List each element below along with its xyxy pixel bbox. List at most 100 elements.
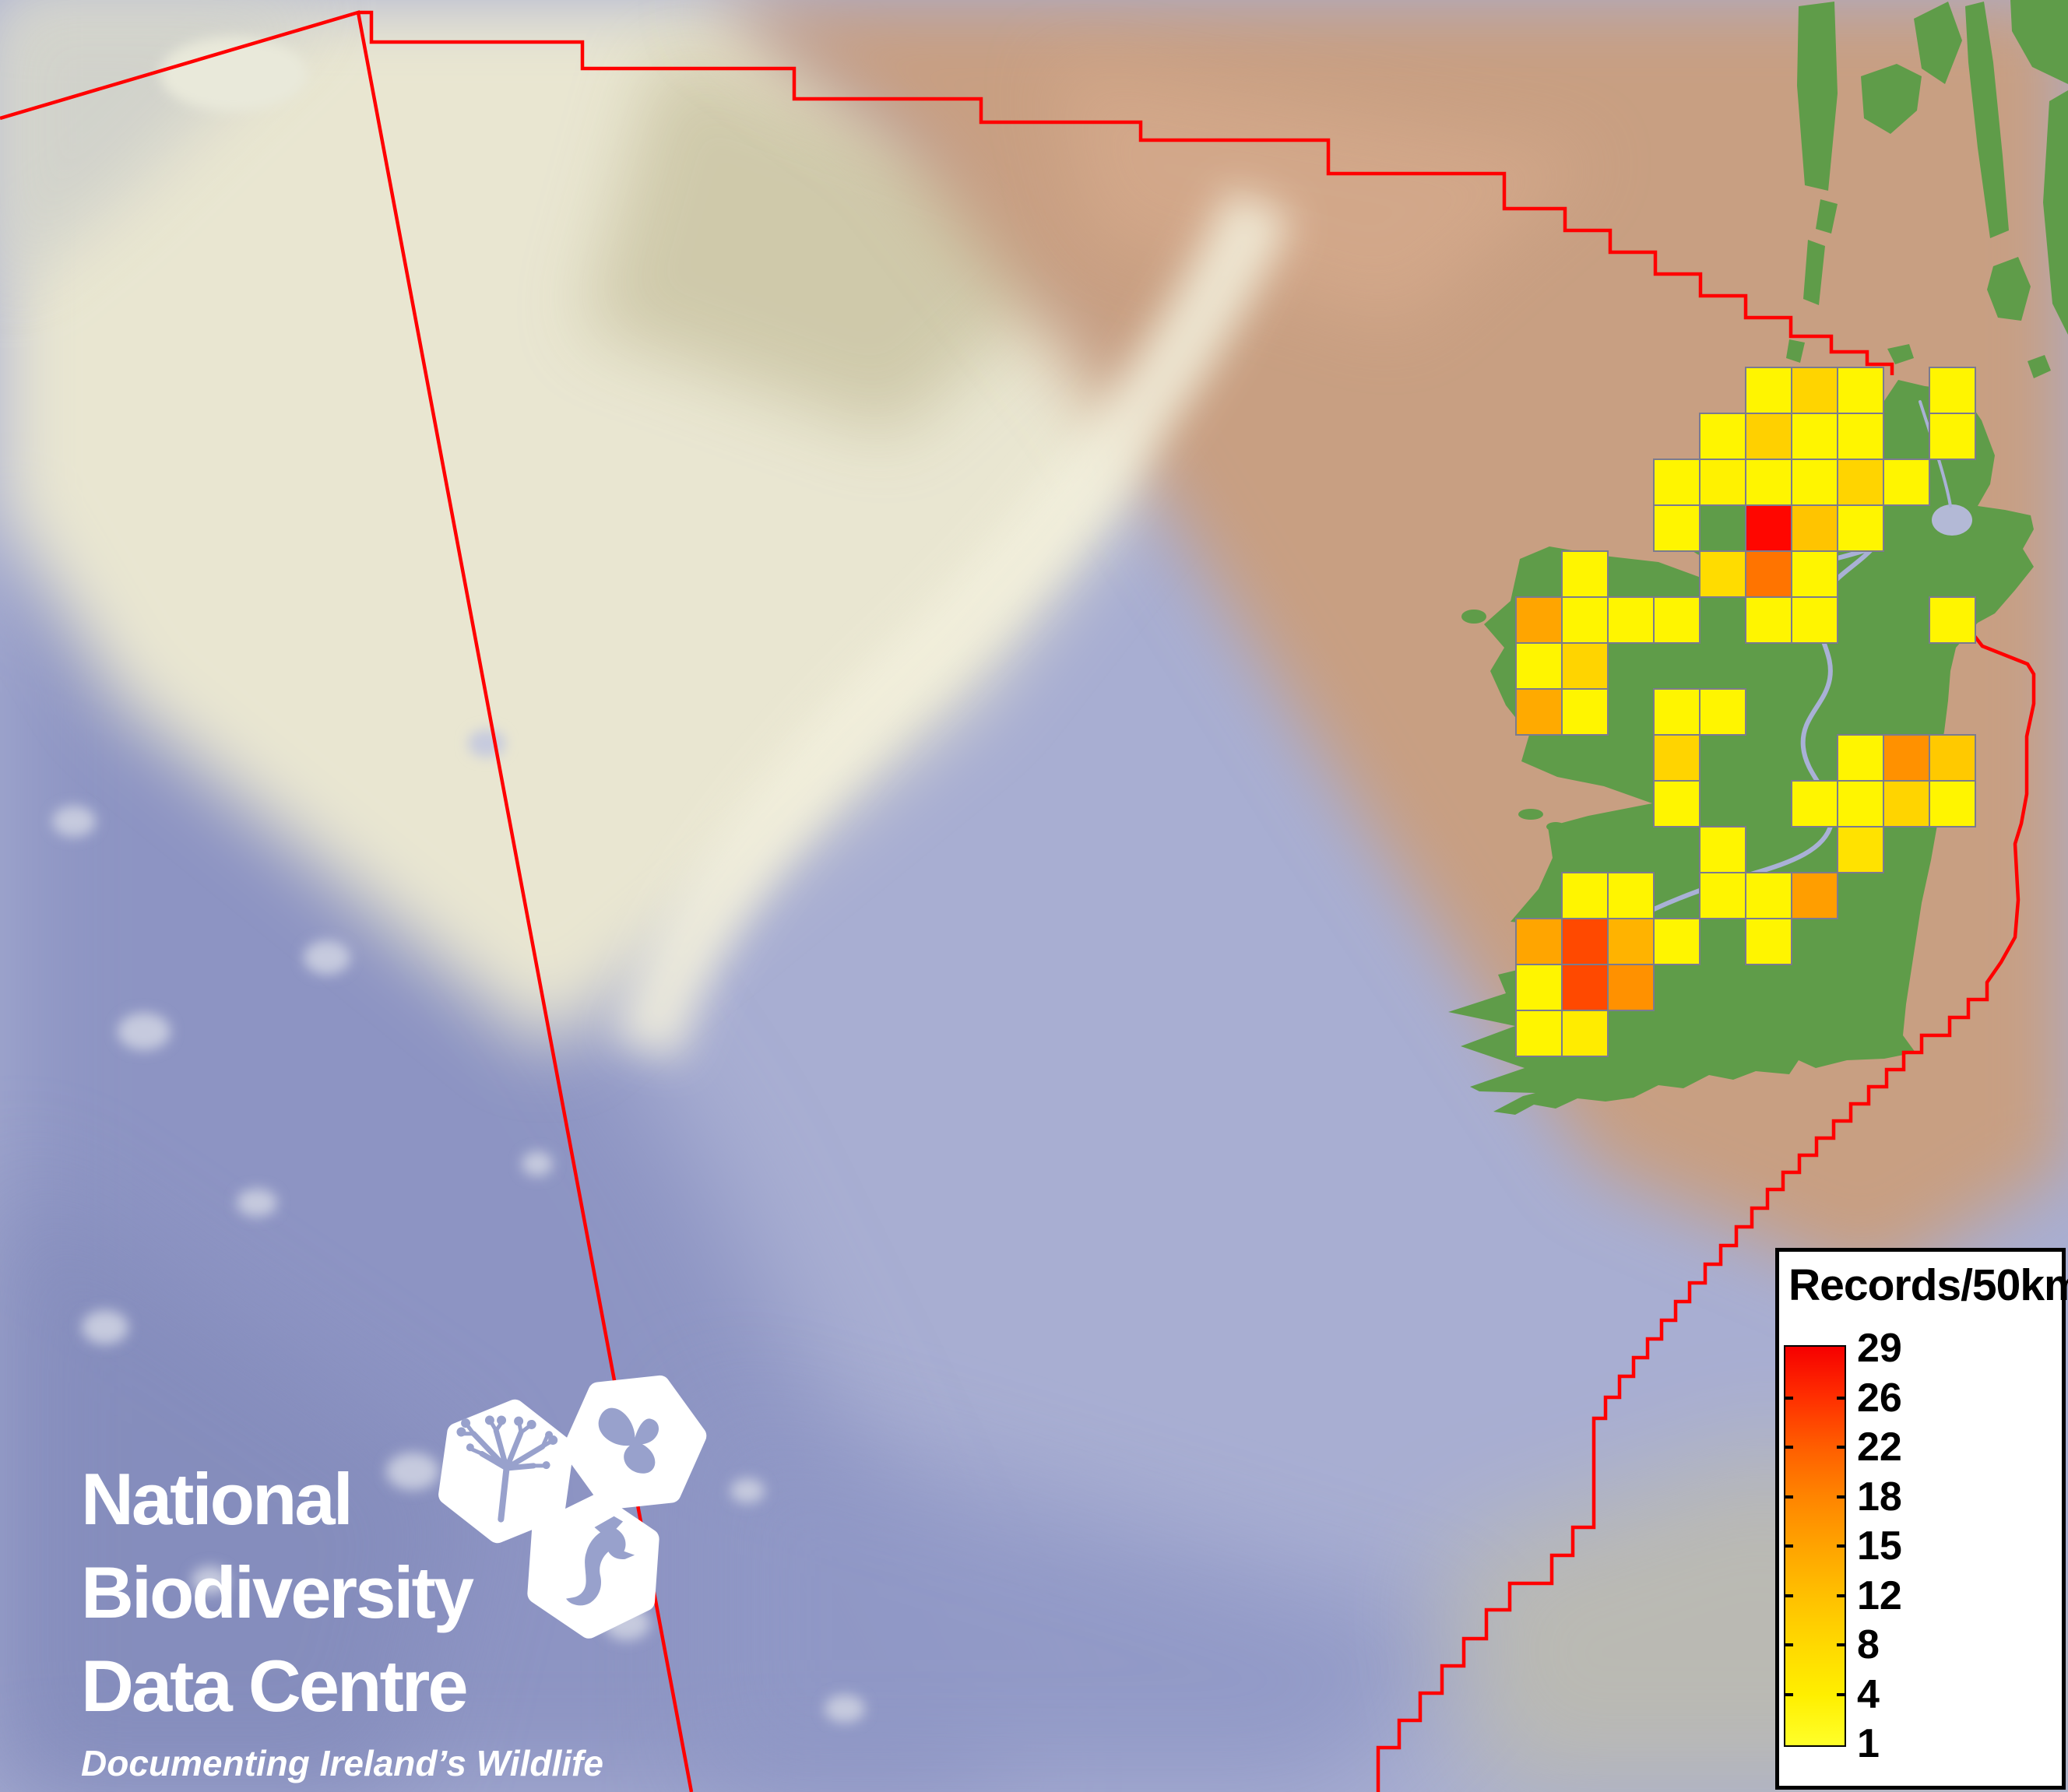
grid-cell — [1791, 550, 1838, 598]
grid-cell — [1561, 596, 1609, 644]
plant-umbel-icon — [456, 1415, 558, 1523]
grid-cell — [1745, 413, 1792, 460]
legend-tick-mark — [1837, 1446, 1846, 1449]
legend-tick-mark — [1837, 1495, 1846, 1499]
grid-cell — [1791, 504, 1838, 552]
grid-cell — [1745, 367, 1792, 414]
legend-tick-mark — [1784, 1446, 1793, 1449]
grid-cell — [1929, 596, 1976, 644]
legend-label: 18 — [1857, 1474, 1902, 1520]
grid-cell — [1699, 688, 1746, 736]
grid-cell — [1561, 964, 1609, 1011]
grid-cell — [1699, 550, 1746, 598]
grid-cell — [1515, 964, 1563, 1011]
grid-cell — [1607, 872, 1655, 919]
grid-cell — [1745, 872, 1792, 919]
shallow-bank — [160, 37, 308, 111]
grid-cell — [1607, 918, 1655, 965]
grid-cell — [1745, 550, 1792, 598]
grid-cell — [1837, 734, 1884, 782]
grid-cell — [1515, 1010, 1563, 1057]
seahorse-icon — [566, 1516, 635, 1606]
seahorse-hexagon — [527, 1494, 659, 1639]
logo-line-biodiversity: Biodiversity — [81, 1551, 474, 1633]
grid-cell — [1837, 459, 1884, 506]
legend-label: 29 — [1857, 1326, 1902, 1371]
grid-cell — [1791, 413, 1838, 460]
grid-cell — [1607, 596, 1655, 644]
grid-cell — [1653, 459, 1700, 506]
grid-cell — [1561, 642, 1609, 690]
eez-boundary-east — [1376, 631, 2036, 1792]
west-coast-islands — [1461, 610, 1565, 831]
grid-cell — [1791, 596, 1838, 644]
grid-cell — [1883, 780, 1930, 827]
legend-label: 15 — [1857, 1523, 1902, 1569]
grid-cell — [1515, 688, 1563, 736]
grid-cell — [1791, 367, 1838, 414]
grid-cell — [1515, 918, 1563, 965]
legend-tick-mark — [1784, 1593, 1793, 1597]
eez-boundary-north — [358, 10, 1894, 375]
grid-cell — [1653, 918, 1700, 965]
grid-cell — [1745, 596, 1792, 644]
legend-tick-mark — [1784, 1396, 1793, 1400]
grid-cell — [1837, 367, 1884, 414]
grid-cell — [1929, 413, 1976, 460]
logo-tagline: Documenting Ireland’s Wildlife — [81, 1743, 603, 1783]
grid-cell — [1653, 504, 1700, 552]
grid-cell — [1791, 872, 1838, 919]
grid-cell — [1699, 413, 1746, 460]
scotland-islands — [1786, 0, 2068, 378]
grid-cell — [1561, 550, 1609, 598]
grid-cell — [1791, 780, 1838, 827]
legend-box: Records/50km 29 26 22 18 15 12 8 4 1 — [1775, 1248, 2068, 1790]
butterfly-icon — [598, 1407, 659, 1474]
grid-cell — [1837, 413, 1884, 460]
grid-cell — [1515, 596, 1563, 644]
grid-cell — [1699, 826, 1746, 873]
legend-tick-mark — [1837, 1396, 1846, 1400]
grid-cell — [1653, 596, 1700, 644]
logo-line-data-centre: Data Centre — [81, 1645, 469, 1727]
grid-cell — [1699, 459, 1746, 506]
legend-tick-mark — [1784, 1643, 1793, 1646]
legend-label: 26 — [1857, 1375, 1902, 1421]
grid-cell — [1883, 734, 1930, 782]
grid-cell — [1515, 642, 1563, 690]
legend-label: 1 — [1857, 1721, 1880, 1766]
legend-title: Records/50km — [1788, 1260, 2068, 1310]
legend-tick-mark — [1837, 1593, 1846, 1597]
records-grid-layer — [1515, 367, 1976, 1057]
grid-cell — [1791, 459, 1838, 506]
grid-cell — [1745, 918, 1792, 965]
grid-cell — [1699, 872, 1746, 919]
butterfly-hexagon — [562, 1375, 707, 1510]
legend-tick-mark — [1784, 1495, 1793, 1499]
legend-tick-mark — [1784, 1692, 1793, 1696]
grid-cell — [1653, 734, 1700, 782]
legend-label: 22 — [1857, 1425, 1902, 1470]
grid-cell — [1837, 504, 1884, 552]
legend-tick-mark — [1837, 1544, 1846, 1548]
legend-tick-mark — [1837, 1643, 1846, 1646]
logo-line-national: National — [81, 1458, 353, 1540]
grid-cell — [1653, 780, 1700, 827]
legend-tick-mark — [1837, 1692, 1846, 1696]
eez-boundary-layer — [0, 10, 2036, 1792]
grid-cell — [1837, 826, 1884, 873]
legend-label: 12 — [1857, 1572, 1902, 1618]
grid-cell — [1561, 918, 1609, 965]
grid-cell — [1929, 734, 1976, 782]
legend-tick-mark — [1784, 1544, 1793, 1548]
grid-cell — [1929, 780, 1976, 827]
nbdc-logo-hexagons — [438, 1375, 707, 1639]
grid-cell — [1653, 688, 1700, 736]
grid-cell — [1745, 504, 1792, 552]
grid-cell — [1607, 964, 1655, 1011]
grid-cell — [1837, 780, 1884, 827]
grid-cell — [1929, 367, 1976, 414]
grid-cell — [1561, 688, 1609, 736]
